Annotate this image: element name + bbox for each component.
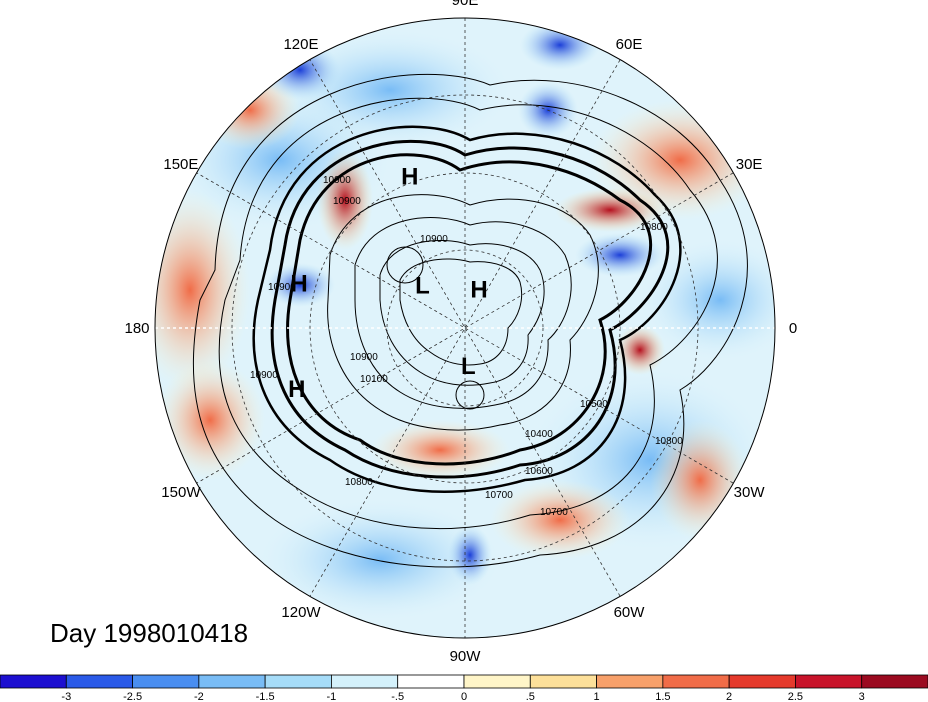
longitude-label: 0	[789, 320, 797, 337]
high-pressure-label: H	[288, 376, 305, 403]
longitude-label: 30E	[736, 156, 763, 173]
colorbar-tick-label: 3	[859, 691, 865, 702]
graticule	[155, 18, 775, 638]
colorbar-tick-label: -.5	[391, 691, 404, 702]
colorbar-swatch	[795, 674, 863, 689]
colorbar-swatch	[331, 674, 399, 689]
contour-value-labels: 10900 10900 10900 10900 10800 10800 10700 10500…	[250, 175, 683, 518]
colorbar-tick-label: -2	[194, 691, 204, 702]
colorbar-tick-label: 1	[594, 691, 600, 702]
contour-label: 10900	[333, 196, 361, 207]
polar-map: 90E 60E 30E 0 30W 60W 90W 120W 150W 180 150E 120E H…	[124, 0, 797, 665]
longitude-label: 150W	[161, 484, 201, 501]
contour-label: 10900	[350, 352, 378, 363]
anomaly-shading	[155, 18, 775, 638]
colorbar-swatch	[861, 674, 928, 689]
low-pressure-label: L	[415, 272, 430, 299]
longitude-label: 60E	[616, 36, 643, 53]
colorbar-swatch	[0, 674, 67, 689]
colorbar: -3 -2.5 -2 -1.5 -1 -.5 0 .5 1 1.5 2 2.5 3	[0, 674, 928, 702]
colorbar-tick-label: .5	[526, 691, 535, 702]
colorbar-tick-label: -1.5	[256, 691, 275, 702]
contour-label: 10500	[580, 399, 608, 410]
contour-label: 10800	[345, 477, 373, 488]
contour-label: 10800	[655, 436, 683, 447]
contour-label: 10100	[360, 374, 388, 385]
map-title: Day 1998010418	[50, 618, 249, 648]
colorbar-tick-label: 2.5	[788, 691, 803, 702]
high-pressure-label: H	[290, 271, 307, 298]
longitude-label: 60W	[614, 604, 646, 621]
high-pressure-label: H	[470, 277, 487, 304]
colorbar-swatch	[662, 674, 730, 689]
colorbar-tick-label: 2	[726, 691, 732, 702]
contour-label: 10700	[540, 507, 568, 518]
longitude-label: 120W	[281, 604, 321, 621]
colorbar-swatch	[264, 674, 332, 689]
contour-label: 10900	[268, 282, 296, 293]
colorbar-swatch	[198, 674, 266, 689]
contour-label: 10600	[525, 466, 553, 477]
contour-label: 10400	[525, 429, 553, 440]
longitude-label: 180	[124, 320, 149, 337]
colorbar-tick-label: -1	[327, 691, 337, 702]
contour-label: 10800	[640, 222, 668, 233]
colorbar-swatch	[132, 674, 200, 689]
colorbar-swatch	[397, 674, 465, 689]
longitude-label: 30W	[734, 484, 766, 501]
longitude-label: 90E	[452, 0, 479, 9]
colorbar-tick-label: 1.5	[655, 691, 670, 702]
colorbar-tick-label: -2.5	[123, 691, 142, 702]
colorbar-tick-label: 0	[461, 691, 467, 702]
contour-label: 10900	[250, 370, 278, 381]
colorbar-swatch	[65, 674, 133, 689]
map-boundary	[154, 17, 776, 639]
colorbar-swatch	[463, 674, 531, 689]
low-pressure-label: L	[461, 353, 476, 380]
colorbar-swatch	[596, 674, 664, 689]
longitude-labels: 90E 60E 30E 0 30W 60W 90W 120W 150W 180 150E 120E	[124, 0, 797, 665]
longitude-label: 120E	[283, 36, 318, 53]
contour-label: 10900	[323, 175, 351, 186]
colorbar-swatch	[728, 674, 796, 689]
height-contours	[192, 73, 748, 568]
colorbar-swatch	[529, 674, 597, 689]
longitude-label: 90W	[450, 648, 482, 665]
colorbar-tick-label: -3	[61, 691, 71, 702]
high-pressure-label: H	[401, 163, 418, 190]
pressure-center-labels: H H H L H L	[288, 163, 488, 403]
contour-label: 10900	[420, 234, 448, 245]
contour-label: 10700	[485, 490, 513, 501]
longitude-label: 150E	[163, 156, 198, 173]
